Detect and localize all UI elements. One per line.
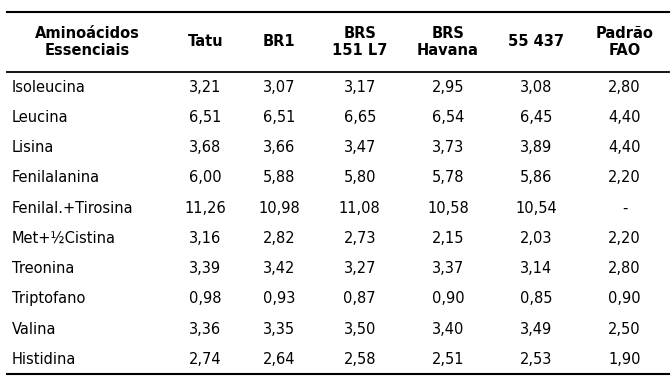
Text: Padrão
FAO: Padrão FAO [595, 25, 653, 58]
Text: 2,51: 2,51 [431, 352, 464, 367]
Text: 5,86: 5,86 [520, 170, 552, 185]
Text: Treonina: Treonina [12, 261, 75, 276]
Text: 3,21: 3,21 [189, 80, 222, 95]
Text: 3,27: 3,27 [343, 261, 376, 276]
Text: 3,49: 3,49 [520, 322, 552, 337]
Text: 2,82: 2,82 [263, 231, 295, 246]
Text: BRS
Havana: BRS Havana [417, 25, 479, 58]
Text: Aminoácidos
Essenciais: Aminoácidos Essenciais [35, 25, 140, 58]
Text: 3,08: 3,08 [520, 80, 552, 95]
Text: 4,40: 4,40 [608, 110, 641, 125]
Text: 5,88: 5,88 [263, 170, 295, 185]
Text: 3,07: 3,07 [263, 80, 295, 95]
Text: 10,54: 10,54 [515, 201, 557, 216]
Text: 0,85: 0,85 [520, 291, 552, 306]
Text: 0,98: 0,98 [189, 291, 222, 306]
Text: Histidina: Histidina [12, 352, 77, 367]
Text: 3,16: 3,16 [190, 231, 221, 246]
Text: 3,42: 3,42 [263, 261, 295, 276]
Text: 3,47: 3,47 [343, 140, 376, 155]
Text: 3,50: 3,50 [343, 322, 376, 337]
Text: 2,80: 2,80 [608, 80, 641, 95]
Text: 6,00: 6,00 [189, 170, 222, 185]
Text: 3,35: 3,35 [263, 322, 295, 337]
Text: 55 437: 55 437 [508, 34, 564, 49]
Text: 3,89: 3,89 [520, 140, 552, 155]
Text: 5,80: 5,80 [343, 170, 376, 185]
Text: 0,87: 0,87 [343, 291, 376, 306]
Text: -: - [622, 201, 627, 216]
Text: 2,53: 2,53 [520, 352, 552, 367]
Text: 3,17: 3,17 [343, 80, 376, 95]
Text: Leucina: Leucina [12, 110, 69, 125]
Text: 10,98: 10,98 [258, 201, 300, 216]
Text: 3,68: 3,68 [190, 140, 221, 155]
Text: 3,14: 3,14 [520, 261, 552, 276]
Text: Tatu: Tatu [187, 34, 223, 49]
Text: 2,20: 2,20 [608, 170, 641, 185]
Text: 1,90: 1,90 [608, 352, 641, 367]
Text: 2,50: 2,50 [608, 322, 641, 337]
Text: 0,90: 0,90 [431, 291, 464, 306]
Text: Valina: Valina [12, 322, 56, 337]
Text: 11,08: 11,08 [339, 201, 380, 216]
Text: 2,80: 2,80 [608, 261, 641, 276]
Text: 6,54: 6,54 [432, 110, 464, 125]
Text: 11,26: 11,26 [184, 201, 226, 216]
Text: 2,73: 2,73 [343, 231, 376, 246]
Text: 6,51: 6,51 [263, 110, 295, 125]
Text: 2,20: 2,20 [608, 231, 641, 246]
Text: Fenilalanina: Fenilalanina [12, 170, 100, 185]
Text: 2,58: 2,58 [343, 352, 376, 367]
Text: 2,03: 2,03 [520, 231, 552, 246]
Text: BR1: BR1 [263, 34, 295, 49]
Text: 3,36: 3,36 [190, 322, 221, 337]
Text: 3,40: 3,40 [432, 322, 464, 337]
Text: 2,74: 2,74 [189, 352, 222, 367]
Text: 6,65: 6,65 [343, 110, 376, 125]
Text: 2,64: 2,64 [263, 352, 295, 367]
Text: 3,66: 3,66 [263, 140, 295, 155]
Text: 0,90: 0,90 [608, 291, 641, 306]
Text: Fenilal.+Tirosina: Fenilal.+Tirosina [12, 201, 134, 216]
Text: Met+½Cistina: Met+½Cistina [12, 231, 116, 246]
Text: 2,15: 2,15 [431, 231, 464, 246]
Text: Lisina: Lisina [12, 140, 54, 155]
Text: 4,40: 4,40 [608, 140, 641, 155]
Text: 10,58: 10,58 [427, 201, 469, 216]
Text: Triptofano: Triptofano [12, 291, 85, 306]
Text: 3,73: 3,73 [432, 140, 464, 155]
Text: 3,37: 3,37 [432, 261, 464, 276]
Text: Isoleucina: Isoleucina [12, 80, 86, 95]
Text: 6,45: 6,45 [520, 110, 552, 125]
Text: 6,51: 6,51 [189, 110, 222, 125]
Text: 3,39: 3,39 [190, 261, 221, 276]
Text: 5,78: 5,78 [431, 170, 464, 185]
Text: BRS
151 L7: BRS 151 L7 [332, 25, 388, 58]
Text: 0,93: 0,93 [263, 291, 295, 306]
Text: 2,95: 2,95 [431, 80, 464, 95]
